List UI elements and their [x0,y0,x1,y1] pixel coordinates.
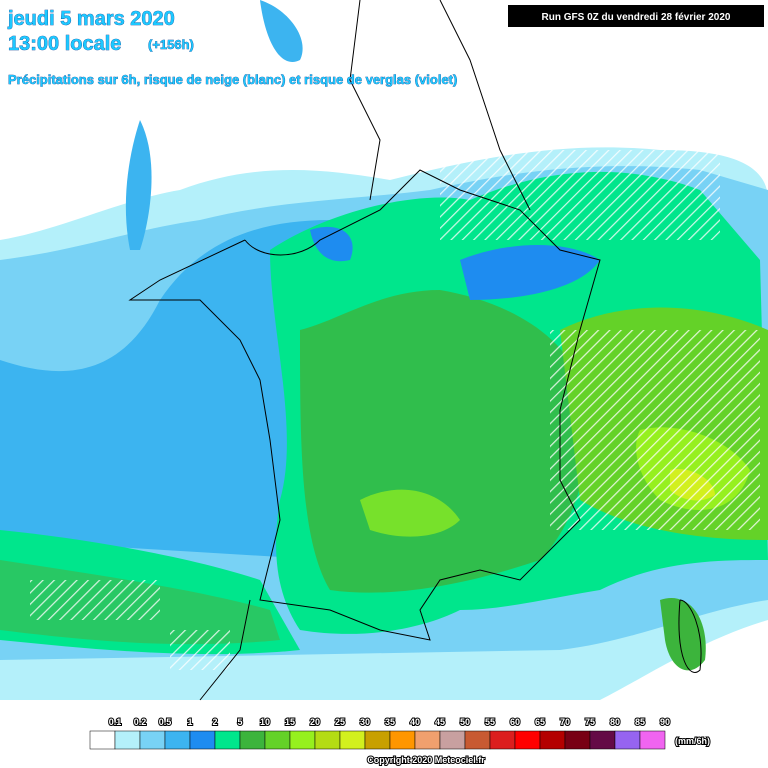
legend-swatch [339,730,366,750]
run-box [508,5,764,27]
legend-label: 2 [212,717,217,727]
legend-swatch [89,730,116,750]
subtitle: Précipitations sur 6h, risque de neige (… [8,72,457,87]
legend-swatch [364,730,391,750]
legend-swatch [239,730,266,750]
legend-unit: (mm/6h) [675,736,710,746]
legend-label: 75 [585,717,595,727]
legend-swatch [589,730,616,750]
legend-swatch [614,730,641,750]
legend-swatch [114,730,141,750]
legend-label: 0.1 [109,717,122,727]
legend: 0.1 0.2 0.5 1 2 5 10 15 20 25 30 35 40 45 50 55 60 65 70 75… [89,716,711,750]
legend-label: 10 [260,717,270,727]
legend-label: 50 [460,717,470,727]
legend-swatch [564,730,591,750]
legend-swatch [514,730,541,750]
legend-label: 15 [285,717,295,727]
legend-swatch [264,730,291,750]
legend-swatch [289,730,316,750]
legend-swatch [164,730,191,750]
coastlines [128,0,702,701]
legend-swatch [539,730,566,750]
legend-swatch [414,730,441,750]
legend-label: 20 [310,717,320,727]
legend-label: 65 [535,717,545,727]
legend-swatch [639,730,666,750]
legend-label: 40 [410,717,420,727]
legend-label: 5 [237,717,242,727]
legend-label: 45 [435,717,445,727]
legend-swatch [439,730,466,750]
legend-swatch [189,730,216,750]
legend-swatch [464,730,491,750]
date: jeudi 5 mars 2020 [7,8,175,30]
run-info: Run GFS 0Z du vendredi 28 février 2020 [542,12,731,23]
legend-label: 25 [335,717,345,727]
legend-label: 35 [385,717,395,727]
legend-label: 70 [560,717,570,727]
time: 13:00 locale [8,33,121,55]
legend-swatch [489,730,516,750]
lead-time: (+156h) [148,37,194,52]
header: jeudi 5 mars 2020 13:00 locale (+156h) P… [7,5,764,87]
legend-label: 30 [360,717,370,727]
legend-label: 80 [610,717,620,727]
legend-swatch [389,730,416,750]
legend-swatch [139,730,166,750]
legend-label: 55 [485,717,495,727]
legend-label: 1 [187,717,192,727]
copyright: Copyright 2020 Meteociel.fr [367,755,485,765]
legend-label: 60 [510,717,520,727]
legend-label: 0.2 [134,717,147,727]
legend-label: 85 [635,717,645,727]
legend-label: 0.5 [159,717,172,727]
legend-swatch [314,730,341,750]
legend-label: 90 [660,717,670,727]
legend-swatch [214,730,241,750]
